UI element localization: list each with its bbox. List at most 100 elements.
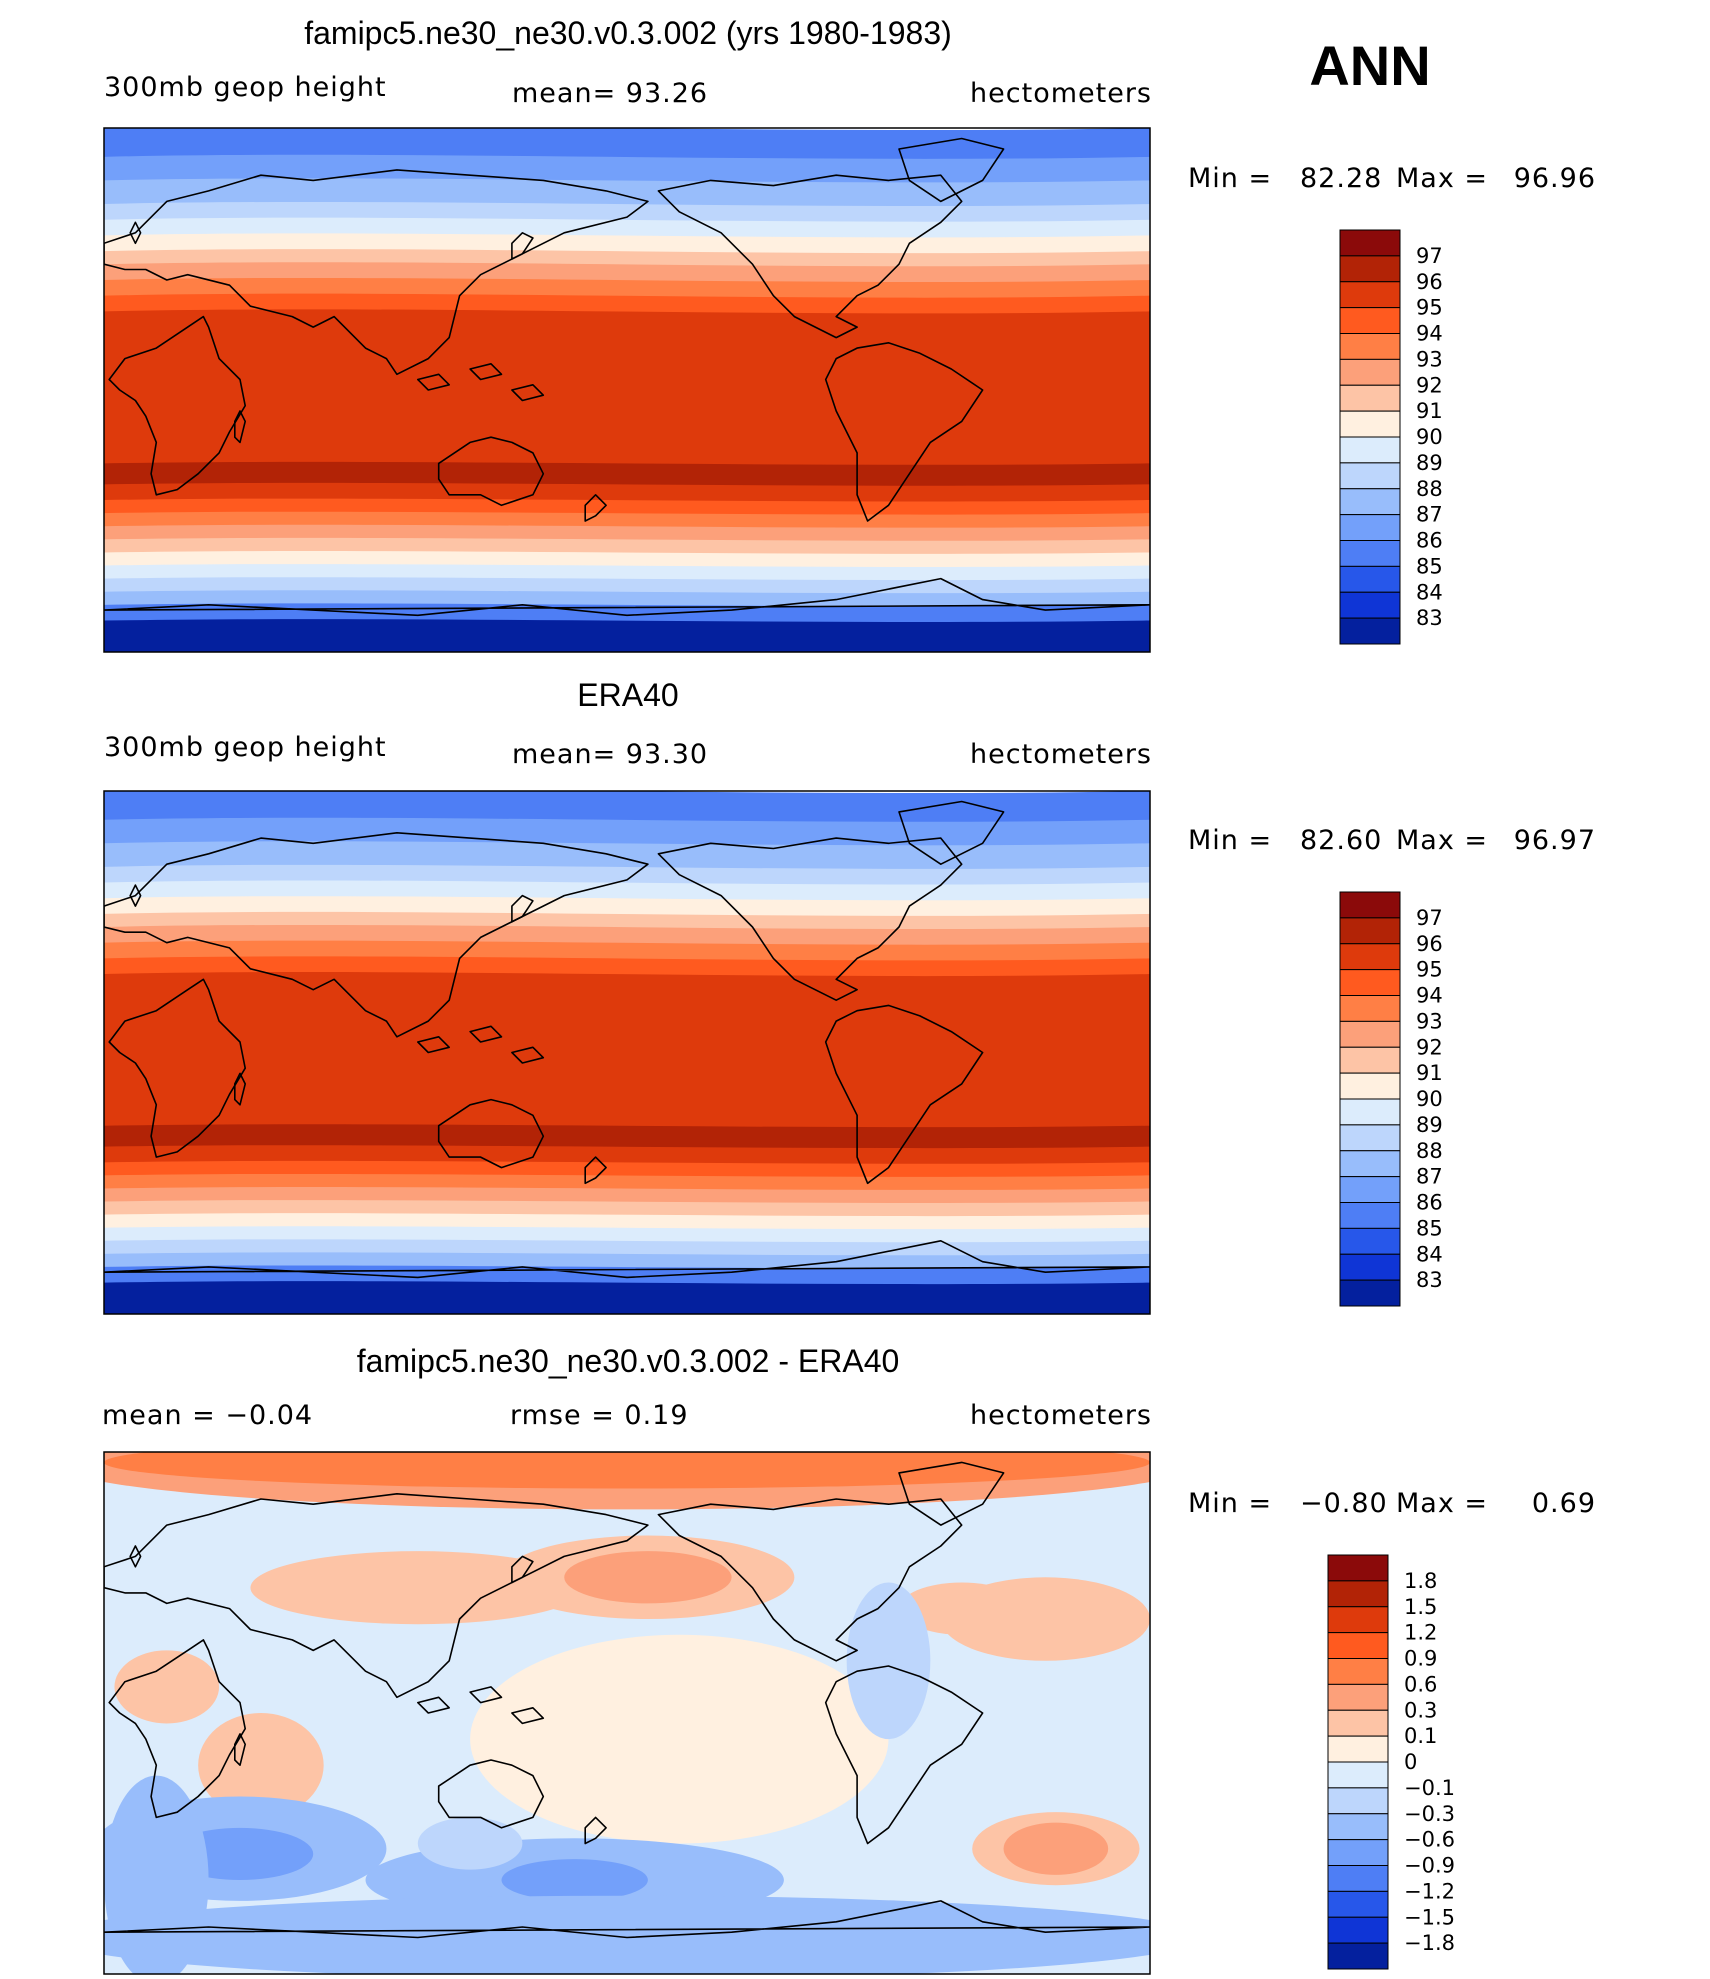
panel-diff-min-value: −0.80 (1300, 1488, 1388, 1519)
colorbar-tick-label: 86 (1416, 1191, 1443, 1215)
panel-model-units-label: hectometers (970, 78, 1152, 109)
colorbar-swatch (1339, 462, 1401, 490)
panel-obs-min-value: 82.60 (1300, 825, 1382, 856)
colorbar-swatch (1339, 307, 1401, 334)
colorbar-swatch (1339, 969, 1401, 996)
panel-model-title: famipc5.ne30_ne30.v0.3.002 (yrs 1980-198… (304, 15, 952, 51)
colorbar-tick-label: −1.8 (1404, 1931, 1455, 1955)
colorbar-tick-label: 97 (1416, 906, 1443, 930)
coastline (898, 137, 1005, 203)
colorbar-tick-label: 94 (1416, 322, 1443, 346)
contour-band (104, 619, 1150, 652)
panel-model-mean-label: mean= 93.26 (512, 78, 708, 109)
colorbar-swatch (1339, 1227, 1401, 1255)
panel-obs-max-value: 96.97 (1514, 825, 1596, 856)
contour-band (104, 461, 1150, 488)
panel-obs-coastlines (104, 800, 1150, 1279)
colorbar-tick-label: −1.5 (1404, 1905, 1455, 1929)
contour-band (104, 791, 1150, 824)
colorbar-swatch (1339, 617, 1401, 645)
colorbar-tick-label: 95 (1416, 296, 1443, 320)
season-label: ANN (1309, 34, 1430, 97)
colorbar-swatch (1327, 1890, 1389, 1918)
colorbar-tick-label: 83 (1416, 606, 1443, 630)
colorbar-tick-label: 90 (1416, 425, 1443, 449)
panel-diff-units-label: hectometers (970, 1400, 1152, 1431)
colorbar-swatch (1339, 1046, 1401, 1074)
contour-band (104, 841, 1150, 871)
contour-band (104, 309, 1150, 468)
coastline (469, 363, 503, 381)
colorbar-swatch (1327, 1865, 1389, 1892)
colorbar-swatch (1339, 281, 1401, 309)
panel-obs-units-label: hectometers (970, 739, 1152, 770)
colorbar-tick-label: 0.9 (1404, 1647, 1437, 1671)
coastline (104, 169, 649, 376)
coastline (104, 832, 649, 1038)
colorbar-swatch (1339, 358, 1401, 386)
colorbar-tick-label: 86 (1416, 529, 1443, 553)
contour-band (104, 972, 1150, 1130)
coastline (108, 315, 246, 496)
colorbar-tick-label: 1.5 (1404, 1595, 1437, 1619)
panel-model-max-label: Max = (1396, 163, 1488, 194)
coastline (234, 410, 246, 444)
panel-model: famipc5.ne30_ne30.v0.3.002 (yrs 1980-198… (103, 15, 1595, 653)
contour-region (501, 1859, 648, 1901)
colorbar-swatch (1339, 514, 1401, 541)
colorbar-swatch (1339, 229, 1401, 257)
coastline (437, 1759, 545, 1829)
coastline (511, 1046, 545, 1064)
colorbar-swatch (1339, 565, 1401, 593)
colorbar-tick-label: 96 (1416, 270, 1443, 294)
colorbar-tick-label: 89 (1416, 451, 1443, 475)
coastline (469, 1686, 503, 1704)
colorbar-swatch (1339, 1150, 1401, 1178)
panel-model-variable-label: 300mb geop height (104, 72, 387, 103)
colorbar-tick-label: 87 (1416, 503, 1443, 527)
colorbar-tick-label: 92 (1416, 1035, 1443, 1059)
panel-diff-title: famipc5.ne30_ne30.v0.3.002 - ERA40 (357, 1343, 900, 1379)
colorbar-swatch (1339, 1279, 1401, 1307)
colorbar-tick-label: 88 (1416, 477, 1443, 501)
coastline (129, 221, 142, 245)
colorbar-tick-label: 85 (1416, 1216, 1443, 1240)
colorbar-tick-label: −0.3 (1404, 1802, 1455, 1826)
colorbar-swatch (1339, 1072, 1401, 1100)
colorbar-tick-label: 95 (1416, 958, 1443, 982)
colorbar-swatch (1327, 1683, 1389, 1711)
colorbar-swatch (1339, 591, 1401, 619)
colorbar-swatch (1339, 943, 1401, 971)
panel-diff-colorbar: 1.81.51.20.90.60.30.10−0.1−0.3−0.6−0.9−1… (1327, 1554, 1455, 1970)
coastline (657, 837, 963, 1001)
coastline (104, 1900, 1150, 1939)
colorbar-swatch (1327, 1735, 1389, 1763)
panel-model-min-label: Min = (1188, 163, 1272, 194)
colorbar-tick-label: 94 (1416, 984, 1443, 1008)
colorbar-swatch (1339, 410, 1401, 438)
coastline (417, 1036, 450, 1054)
panel-obs-variable-label: 300mb geop height (104, 732, 387, 763)
colorbar-swatch (1327, 1606, 1389, 1634)
contour-region (114, 1650, 220, 1724)
colorbar-tick-label: 1.8 (1404, 1569, 1437, 1593)
colorbar-swatch (1339, 540, 1401, 567)
colorbar-tick-label: 88 (1416, 1139, 1443, 1163)
contour-region (198, 1713, 324, 1818)
colorbar-tick-label: 93 (1416, 1009, 1443, 1033)
colorbar-tick-label: 1.2 (1404, 1621, 1437, 1645)
colorbar-swatch (1339, 1176, 1401, 1203)
colorbar-tick-label: 84 (1416, 1242, 1443, 1266)
colorbar-swatch (1339, 1020, 1401, 1048)
contour-band (104, 154, 1150, 185)
coastline (511, 384, 545, 402)
colorbar-tick-label: −0.1 (1404, 1776, 1455, 1800)
colorbar-swatch (1339, 917, 1401, 945)
contour-region (470, 1634, 889, 1844)
colorbar-tick-label: 83 (1416, 1268, 1443, 1292)
panel-diff-mean-label: mean = −0.04 (102, 1400, 313, 1431)
colorbar-tick-label: 0.6 (1404, 1672, 1437, 1696)
